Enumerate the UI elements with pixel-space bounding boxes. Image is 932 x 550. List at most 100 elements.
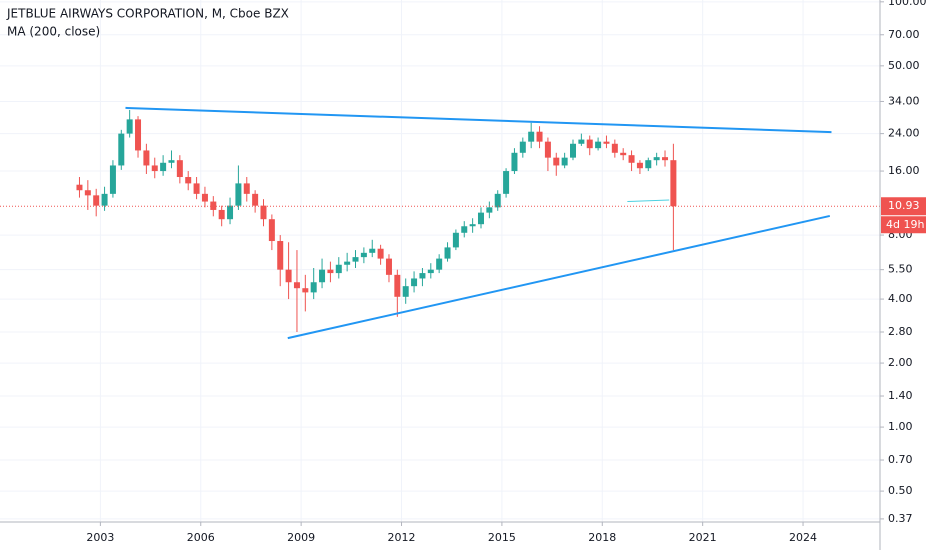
candle-body (503, 171, 510, 194)
candle-body (469, 224, 476, 227)
candle-body (645, 160, 652, 169)
candle-body (201, 193, 208, 202)
candle-body (411, 278, 418, 287)
x-tick-label: 2006 (187, 531, 215, 544)
y-tick-label: 34.00 (888, 94, 920, 107)
candle-body (243, 183, 250, 194)
candle-body (570, 143, 577, 158)
candle-body (285, 269, 292, 283)
moving-average (627, 199, 670, 203)
candle-body (143, 150, 150, 166)
y-tick-label: 4.00 (888, 292, 913, 305)
y-tick-label: 1.00 (888, 420, 913, 433)
x-tick-label: 2012 (388, 531, 416, 544)
candle-body (561, 157, 568, 166)
y-tick-label: 2.80 (888, 325, 913, 338)
chart-title: JETBLUE AIRWAYS CORPORATION, M, Cboe BZX (6, 7, 289, 21)
candle-body (486, 207, 493, 213)
candle-body (419, 273, 426, 279)
last-price-box (881, 197, 926, 216)
candle-body (369, 248, 376, 253)
candle-body (444, 247, 451, 259)
y-tick-label: 0.37 (888, 512, 913, 525)
candle-body (461, 226, 468, 233)
candle-body (327, 269, 334, 274)
candle-body (528, 131, 535, 142)
candle-body (93, 195, 100, 206)
y-tick-label: 100.00 (888, 0, 927, 8)
countdown-box (881, 216, 926, 234)
plot-area (0, 106, 880, 340)
y-tick-label: 0.70 (888, 453, 913, 466)
candle-body (302, 288, 309, 293)
candle-body (126, 119, 133, 134)
candle-body (151, 165, 158, 172)
candle-body (268, 219, 275, 242)
candle-body (227, 205, 234, 220)
x-tick-label: 2018 (588, 531, 616, 544)
candle-body (109, 165, 116, 194)
x-tick-label: 2021 (689, 531, 717, 544)
candle-body (670, 160, 677, 207)
candle-body (586, 139, 593, 149)
candle-body (168, 160, 175, 163)
candle-body (377, 248, 384, 259)
candle-body (427, 269, 434, 274)
candle-body (636, 162, 643, 169)
y-tick-label: 70.00 (888, 28, 920, 41)
candle-body (235, 183, 242, 206)
candle-body (553, 157, 560, 166)
candle-body (160, 162, 167, 172)
candle-body (193, 183, 200, 194)
candle-body (611, 143, 618, 153)
last-price-label: 10.93 (888, 199, 920, 212)
y-tick-label: 5.50 (888, 263, 913, 276)
y-tick-label: 2.00 (888, 356, 913, 369)
candle-body (176, 160, 183, 178)
x-tick-label: 2009 (287, 531, 315, 544)
y-tick-label: 16.00 (888, 164, 920, 177)
countdown-label: 4d 19h (886, 218, 924, 231)
y-tick-label: 1.40 (888, 389, 913, 402)
candle-body (477, 212, 484, 225)
candle-body (185, 177, 192, 184)
candle-body (76, 184, 83, 191)
trend-line (125, 106, 832, 134)
candle-body (436, 258, 443, 270)
candle-body (544, 141, 551, 158)
candle-body (101, 193, 108, 206)
candle-body (252, 193, 259, 206)
candle-body (628, 155, 635, 163)
grid (0, 0, 880, 522)
y-tick-label: 24.00 (888, 127, 920, 140)
y-tick-label: 0.50 (888, 484, 913, 497)
candle-body (620, 152, 627, 156)
candle-body (603, 141, 610, 144)
x-tick-label: 2003 (86, 531, 114, 544)
candle-body (360, 252, 367, 258)
trend-line (287, 214, 831, 340)
candle-body (511, 152, 518, 172)
candle-body (335, 264, 342, 274)
candle-body (310, 282, 317, 293)
candle-body (653, 157, 660, 161)
candle-body (402, 286, 409, 297)
candle-body (519, 141, 526, 153)
indicator-legend: MA (200, close) (7, 25, 100, 39)
candle-body (385, 258, 392, 275)
candle-body (260, 205, 267, 220)
x-tick-label: 2024 (789, 531, 817, 544)
candle-body (344, 261, 351, 265)
candle-body (84, 190, 91, 196)
candle-body (595, 141, 602, 149)
candle-body (352, 257, 359, 262)
candle-body (494, 193, 501, 208)
axes: 2003 2006 2009 2012 2015 2018 2021 2024 100.00 70… (86, 0, 926, 544)
candle-body (135, 119, 142, 151)
candle-body (293, 282, 300, 289)
y-tick-label: 50.00 (888, 59, 920, 72)
candle-body (578, 139, 585, 144)
x-tick-label: 2015 (488, 531, 516, 544)
candle-body (319, 269, 326, 283)
